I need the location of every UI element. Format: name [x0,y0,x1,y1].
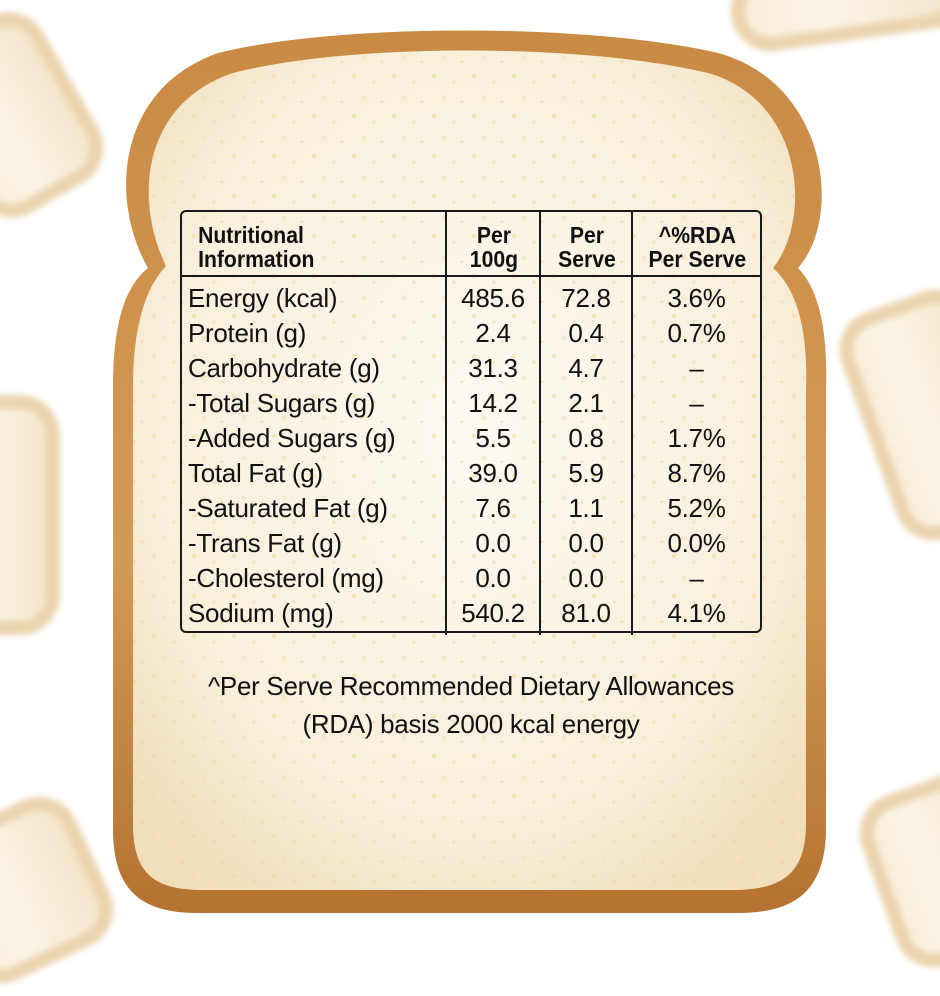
per-100g-value: 39.0 [445,456,540,491]
per-100g-value: 5.5 [445,421,540,456]
nutrient-name: Carbohydrate (g) [188,353,380,383]
per-serve-value: 4.7 [539,351,632,386]
nutrient-name: Protein (g) [188,318,307,348]
rda-value: 8.7% [631,456,760,491]
per-serve-value: 1.1 [539,491,632,526]
nutrient-name: -Cholesterol (mg) [188,563,384,593]
per-serve-value: 72.8 [539,276,632,316]
header-line: 100g [469,246,519,272]
table-row: Total Fat (g) 39.0 5.9 8.7% [182,456,760,491]
rda-value: 0.7% [631,316,760,351]
header-nutritional-information: Nutritional Information [192,212,436,277]
rda-footnote: ^Per Serve Recommended Dietary Allowance… [180,667,762,743]
per-serve-value: 0.0 [539,561,632,596]
per-serve-value: 2.1 [539,386,632,421]
header-line: ^%RDA [658,222,736,248]
rda-value: 1.7% [631,421,760,456]
nutrition-facts-table: Nutritional Information Per 100g Per Ser… [180,210,762,635]
nutrient-name: Energy (kcal) [188,283,338,313]
header-line: Per [476,222,511,248]
per-serve-value: 5.9 [539,456,632,491]
rda-value: 4.1% [631,596,760,635]
header-line: Nutritional [198,222,304,248]
background-bread-slice [0,395,60,635]
table-row: Carbohydrate (g) 31.3 4.7 – [182,351,760,386]
per-serve-value: 0.0 [539,526,632,561]
per-100g-value: 2.4 [445,316,540,351]
header-per-100g: Per 100g [448,212,537,277]
rda-value: 0.0% [631,526,760,561]
per-100g-value: 485.6 [445,276,540,316]
table-row: Sodium (mg) 540.2 81.0 4.1% [182,596,760,635]
rda-value: 5.2% [631,491,760,526]
per-100g-value: 14.2 [445,386,540,421]
nutrient-name: Total Fat (g) [188,458,323,488]
nutrient-name: -Trans Fat (g) [188,528,342,558]
per-100g-value: 0.0 [445,526,540,561]
header-rda-per-serve: ^%RDA Per Serve [636,212,755,277]
per-100g-value: 0.0 [445,561,540,596]
table-row: -Trans Fat (g) 0.0 0.0 0.0% [182,526,760,561]
background-bread-slice [0,0,119,233]
nutrient-name: -Total Sugars (g) [188,388,376,418]
table-row: Protein (g) 2.4 0.4 0.7% [182,316,760,351]
per-100g-value: 31.3 [445,351,540,386]
nutrient-name: -Added Sugars (g) [188,423,396,453]
footnote-line-2: (RDA) basis 2000 kcal energy [302,709,640,739]
table-row: Energy (kcal) 485.6 72.8 3.6% [182,276,760,316]
per-serve-value: 0.4 [539,316,632,351]
per-100g-value: 540.2 [445,596,540,635]
rda-value: – [631,561,760,596]
per-100g-value: 7.6 [445,491,540,526]
table-header-row: Nutritional Information Per 100g Per Ser… [182,212,760,277]
table-row: -Cholesterol (mg) 0.0 0.0 – [182,561,760,596]
table-row: -Saturated Fat (g) 7.6 1.1 5.2% [182,491,760,526]
rda-value: – [631,351,760,386]
rda-value: – [631,386,760,421]
nutrient-name: Sodium (mg) [188,598,334,628]
header-line: Information [198,246,315,272]
per-serve-value: 81.0 [539,596,632,635]
background-bread-slice [828,278,940,552]
background-bread-slice [848,761,940,979]
table-row: -Added Sugars (g) 5.5 0.8 1.7% [182,421,760,456]
nutrient-name: -Saturated Fat (g) [188,493,388,523]
header-line: Per Serve [648,246,747,272]
header-per-serve: Per Serve [542,212,629,277]
table-row: -Total Sugars (g) 14.2 2.1 – [182,386,760,421]
header-line: Per [569,222,604,248]
header-line: Serve [558,246,616,272]
rda-value: 3.6% [631,276,760,316]
footnote-line-1: ^Per Serve Recommended Dietary Allowance… [208,671,734,701]
per-serve-value: 0.8 [539,421,632,456]
